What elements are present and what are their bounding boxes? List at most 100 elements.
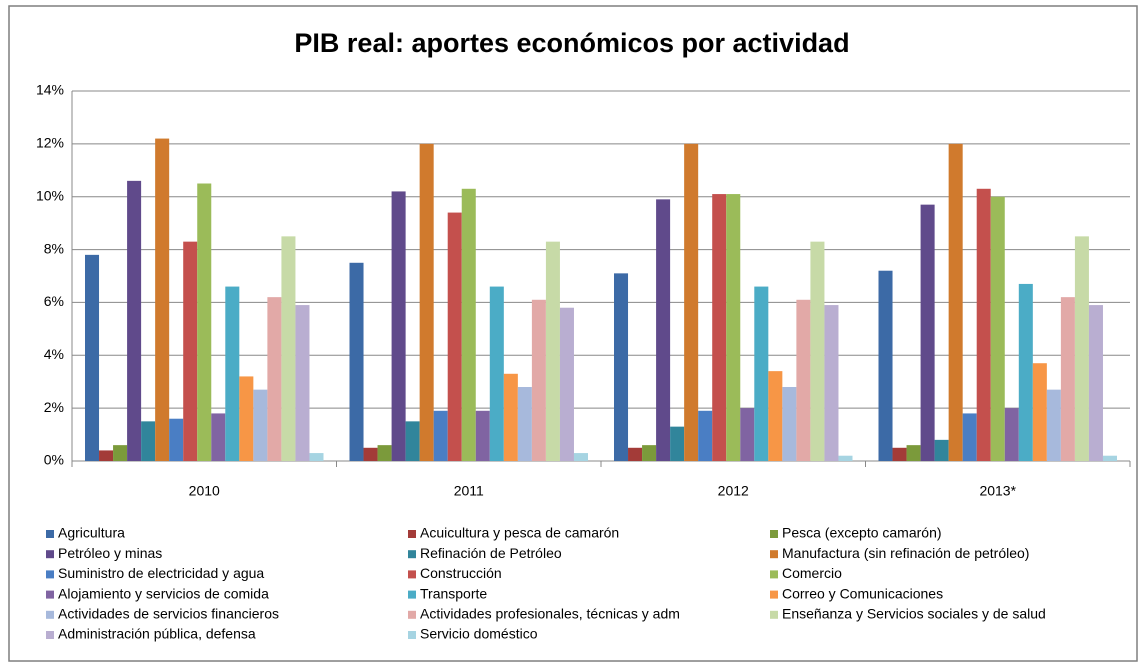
bar: [489, 286, 504, 461]
legend-label: Alojamiento y servicios de comida: [58, 585, 269, 601]
bar: [405, 421, 420, 461]
bar: [155, 138, 170, 462]
bar: [391, 191, 406, 461]
bar: [141, 421, 156, 461]
bar: [225, 286, 240, 461]
bar: [531, 299, 546, 461]
y-tick-label: 6%: [44, 293, 64, 309]
legend-swatch: [770, 590, 778, 599]
bar: [559, 307, 574, 461]
y-tick-label: 10%: [36, 187, 64, 203]
bar: [698, 410, 713, 461]
legend-swatch: [408, 610, 416, 619]
legend-swatch: [46, 530, 54, 538]
x-tick-label: 2013*: [979, 483, 1016, 499]
legend-swatch: [46, 610, 54, 619]
bar: [475, 410, 490, 461]
bar: [796, 299, 811, 461]
bar: [990, 196, 1005, 461]
bar: [1018, 283, 1033, 461]
bar: [1004, 408, 1019, 461]
bar: [503, 373, 518, 461]
legend-label: Transporte: [420, 585, 487, 601]
x-tick-label: 2011: [454, 483, 484, 499]
bar: [670, 426, 685, 461]
bar: [85, 254, 100, 461]
legend-label: Comercio: [782, 565, 842, 581]
y-tick-label: 14%: [36, 82, 64, 98]
legend-label: Construcción: [420, 565, 502, 581]
bar: [573, 453, 588, 461]
legend-swatch: [770, 570, 778, 579]
bar: [349, 262, 364, 461]
bar: [239, 376, 254, 461]
y-tick-label: 2%: [44, 399, 64, 415]
bar: [363, 447, 378, 461]
bar: [684, 143, 699, 461]
bar: [726, 194, 741, 462]
legend-label: Manufactura (sin refinación de petróleo): [782, 545, 1029, 561]
x-tick-label: 2012: [718, 483, 749, 499]
bar: [545, 241, 560, 461]
legend-label: Actividades de servicios financieros: [58, 606, 279, 622]
bar: [754, 286, 769, 461]
y-tick-label: 12%: [36, 135, 64, 151]
bar: [1074, 236, 1089, 461]
legend-swatch: [46, 570, 54, 579]
bar: [782, 387, 797, 461]
y-tick-label: 4%: [44, 346, 64, 362]
bar: [183, 241, 198, 461]
bar: [906, 445, 921, 461]
bar: [838, 455, 853, 461]
legend-label: Refinación de Petróleo: [420, 545, 562, 561]
bar: [169, 418, 184, 461]
legend-swatch: [408, 631, 416, 639]
bar: [433, 410, 448, 461]
bar: [211, 413, 226, 461]
bar: [628, 447, 643, 461]
bar: [934, 439, 949, 461]
legend-label: Administración pública, defensa: [58, 626, 256, 642]
bar: [281, 236, 296, 461]
bar: [197, 183, 212, 461]
legend-swatch: [46, 550, 54, 559]
legend-label: Pesca (excepto camarón): [782, 525, 942, 541]
bar: [740, 408, 755, 461]
legend-label: Actividades profesionales, técnicas y ad…: [420, 606, 680, 622]
bar: [253, 389, 268, 461]
bar: [99, 450, 114, 461]
bar: [920, 204, 935, 461]
bar: [976, 188, 991, 462]
bar: [656, 199, 671, 461]
legend-swatch: [408, 530, 416, 538]
bar: [295, 305, 310, 461]
bar: [892, 447, 907, 461]
legend-swatch: [770, 610, 778, 619]
bar: [962, 413, 977, 461]
legend-label: Servicio doméstico: [420, 626, 538, 642]
legend-swatch: [408, 590, 416, 599]
bar: [517, 387, 532, 461]
bar: [377, 445, 392, 461]
bar: [1088, 305, 1103, 461]
bar: [113, 445, 128, 461]
bar: [127, 180, 142, 461]
legend-swatch: [46, 631, 54, 639]
bar: [447, 212, 462, 461]
x-tick-label: 2010: [189, 483, 220, 499]
bar: [824, 305, 839, 461]
y-tick-label: 0%: [44, 452, 64, 468]
legend-label: Acuicultura y pesca de camarón: [420, 525, 619, 541]
legend-label: Enseñanza y Servicios sociales y de salu…: [782, 606, 1046, 622]
bar: [419, 143, 434, 461]
legend-swatch: [408, 570, 416, 579]
bar: [642, 445, 657, 461]
legend-label: Agricultura: [58, 525, 125, 541]
bar: [768, 371, 783, 461]
bar: [1046, 389, 1061, 461]
legend-label: Suministro de electricidad y agua: [58, 565, 264, 581]
bar: [267, 297, 282, 461]
legend-swatch: [770, 550, 778, 559]
legend-label: Correo y Comunicaciones: [782, 585, 943, 601]
bar: [614, 273, 629, 461]
